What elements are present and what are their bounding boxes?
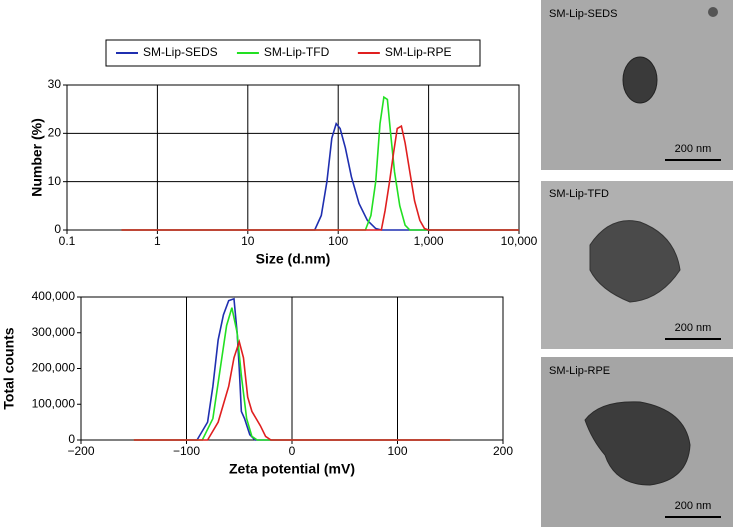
y-tick-label: 300,000 [32, 325, 76, 339]
particle [708, 7, 718, 17]
x-tick-label: 1,000 [414, 234, 444, 248]
image-label: SM-Lip-SEDS [549, 8, 617, 20]
series-line [121, 95, 519, 231]
particle [622, 56, 658, 104]
series-line [121, 121, 519, 231]
y-tick-label: 200,000 [32, 361, 76, 375]
x-tick-label: 10,000 [501, 234, 538, 248]
scale-label: 200 nm [675, 322, 712, 334]
particle [589, 220, 681, 303]
y-tick-label: 20 [48, 126, 62, 140]
scale-label: 200 nm [675, 500, 712, 512]
series-line [133, 307, 451, 441]
series-line [133, 297, 451, 441]
tem-panel: SM-Lip-RPE 200 nm [541, 357, 733, 527]
scale-label: 200 nm [675, 143, 712, 155]
x-tick-label: 0.1 [59, 234, 76, 248]
y-tick-label: 400,000 [32, 289, 76, 303]
x-tick-label: −100 [173, 444, 200, 458]
x-tick-label: 100 [328, 234, 348, 248]
x-tick-label: 0 [289, 444, 296, 458]
y-axis-title: Number (%) [29, 118, 45, 197]
y-tick-label: 30 [48, 77, 62, 91]
x-tick-label: 100 [387, 444, 407, 458]
series-line [121, 124, 519, 231]
legend-label: SM-Lip-RPE [385, 45, 452, 59]
x-axis-title: Zeta potential (mV) [229, 461, 355, 477]
plot-area [66, 84, 520, 231]
series-line [133, 338, 451, 441]
legend-label: SM-Lip-TFD [264, 45, 330, 59]
x-axis-title: Size (d.nm) [256, 251, 331, 267]
particle [584, 401, 691, 486]
tem-panel: SM-Lip-SEDS 200 nm [541, 0, 733, 170]
y-tick-label: 100,000 [32, 396, 76, 410]
y-tick-label: 0 [54, 222, 61, 236]
tem-panel: SM-Lip-TFD 200 nm [541, 181, 733, 349]
y-tick-label: 0 [68, 432, 75, 446]
x-tick-label: −200 [67, 444, 94, 458]
legend-box [105, 39, 481, 67]
y-axis-title: Total counts [1, 327, 17, 409]
image-label: SM-Lip-RPE [549, 365, 610, 377]
x-tick-label: 10 [241, 234, 255, 248]
y-tick-label: 10 [48, 174, 62, 188]
x-tick-label: 200 [493, 444, 513, 458]
legend-label: SM-Lip-SEDS [143, 45, 218, 59]
x-tick-label: 1 [154, 234, 161, 248]
image-label: SM-Lip-TFD [549, 188, 609, 200]
